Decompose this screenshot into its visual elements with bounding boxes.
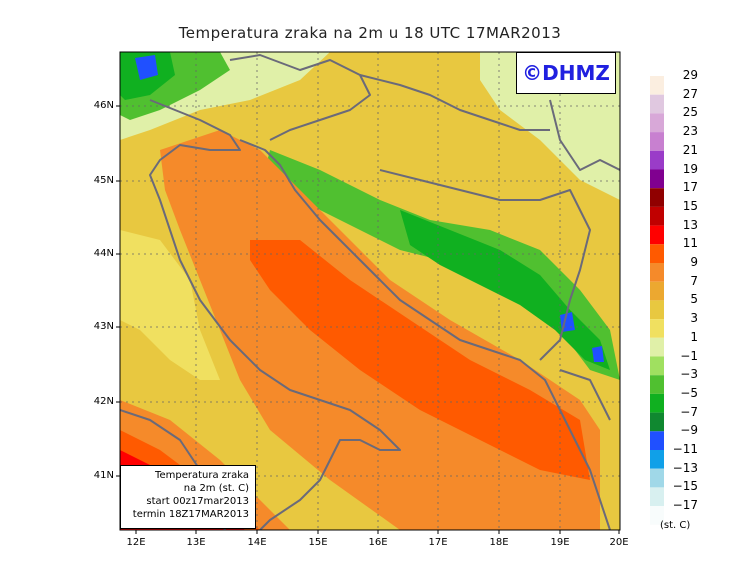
lat-label-45n: 45N (93, 175, 114, 186)
legend-swatch (650, 431, 664, 450)
legend-label: 3 (690, 311, 698, 326)
legend-swatch (650, 468, 664, 488)
legend-swatch (650, 375, 664, 394)
legend-label: 19 (682, 161, 698, 176)
legend-swatch (650, 206, 664, 226)
lon-label-16e: 16E (368, 537, 388, 548)
legend-swatch (650, 169, 664, 189)
hungary-border (359, 74, 550, 131)
info-line-2: na 2m (st. C) (183, 483, 249, 494)
bosnia-border (379, 169, 591, 361)
info-line-3: start 00z17mar2013 (146, 496, 249, 507)
legend-swatch (650, 450, 664, 469)
legend-label: −9 (680, 423, 698, 438)
legend-swatch (650, 356, 664, 376)
info-line-1: Temperatura zraka (155, 470, 249, 481)
legend-swatch (650, 300, 664, 320)
legend-swatch (650, 76, 664, 95)
legend-label: −7 (680, 404, 698, 419)
montenegro-border (559, 369, 611, 421)
legend-label: −13 (672, 460, 698, 475)
legend-swatch (650, 150, 664, 170)
lat-label-41n: 41N (93, 470, 114, 481)
italy-light (120, 230, 220, 380)
slovenia-border (229, 54, 371, 141)
legend-label: −11 (672, 442, 698, 456)
legend-swatch (650, 225, 664, 245)
sea-hot (250, 240, 590, 480)
legend-label: −17 (672, 498, 698, 513)
legend-swatch (650, 113, 664, 133)
lon-label-14e: 14E (247, 537, 267, 548)
legend-label: 5 (690, 292, 698, 307)
green-belt (265, 150, 620, 380)
legend-label: 15 (682, 198, 698, 213)
legend-label: −5 (680, 385, 698, 400)
legend-swatch (650, 393, 664, 413)
legend-swatch (650, 281, 664, 301)
legend-label: 9 (690, 255, 698, 269)
lat-label-46n: 46N (93, 100, 114, 111)
map-frame (119, 51, 621, 531)
lon-label-17e: 17E (428, 537, 448, 548)
lon-label-12e: 12E (126, 537, 146, 548)
lon-label-18e: 18E (489, 537, 509, 548)
legend-swatch (650, 412, 664, 432)
legend-label: −1 (680, 348, 698, 363)
legend-swatch (650, 487, 664, 507)
legend-swatch (650, 337, 664, 357)
italy-coast (149, 99, 401, 530)
info-box: Temperatura zraka na 2m (st. C) start 00… (120, 465, 256, 529)
legend-swatch (650, 94, 664, 114)
legend-label: 17 (682, 180, 698, 195)
legend-swatch (650, 188, 664, 207)
legend-label: 27 (682, 86, 698, 101)
legend-label: 21 (682, 142, 698, 157)
blue-spot-nw (135, 55, 158, 80)
legend-label: −3 (680, 367, 698, 382)
dhmz-logo: ©DHMZ (516, 52, 616, 94)
legend-unit: (st. C) (660, 520, 691, 531)
legend-swatch (650, 263, 664, 282)
legend-swatch (650, 132, 664, 151)
lat-label-42n: 42N (93, 396, 114, 407)
lon-label-13e: 13E (186, 537, 206, 548)
legend-color-bar (650, 76, 664, 525)
serbia-border (549, 99, 620, 171)
legend-label: −15 (672, 479, 698, 494)
legend-label: 29 (682, 68, 698, 82)
croatia-coast (239, 139, 611, 530)
legend-swatch (650, 319, 664, 338)
legend-label: 1 (690, 329, 698, 344)
lat-label-43n: 43N (93, 321, 114, 332)
lon-label-19e: 19E (550, 537, 570, 548)
legend-label: 25 (682, 105, 698, 120)
blue-spot-se2 (592, 346, 604, 362)
legend-label: 7 (690, 273, 698, 288)
lon-label-20e: 20E (609, 537, 629, 548)
info-line-4: termin 18Z17MAR2013 (132, 509, 249, 520)
lon-label-15e: 15E (308, 537, 328, 548)
legend-label: 23 (682, 124, 698, 139)
legend-swatch (650, 506, 664, 525)
legend-swatch (650, 244, 664, 263)
legend-label: 11 (682, 236, 698, 251)
lat-label-44n: 44N (93, 248, 114, 259)
darkgreen-belt (400, 210, 610, 370)
legend-label: 13 (682, 217, 698, 232)
map-title: Temperatura zraka na 2m u 18 UTC 17MAR20… (178, 24, 562, 42)
